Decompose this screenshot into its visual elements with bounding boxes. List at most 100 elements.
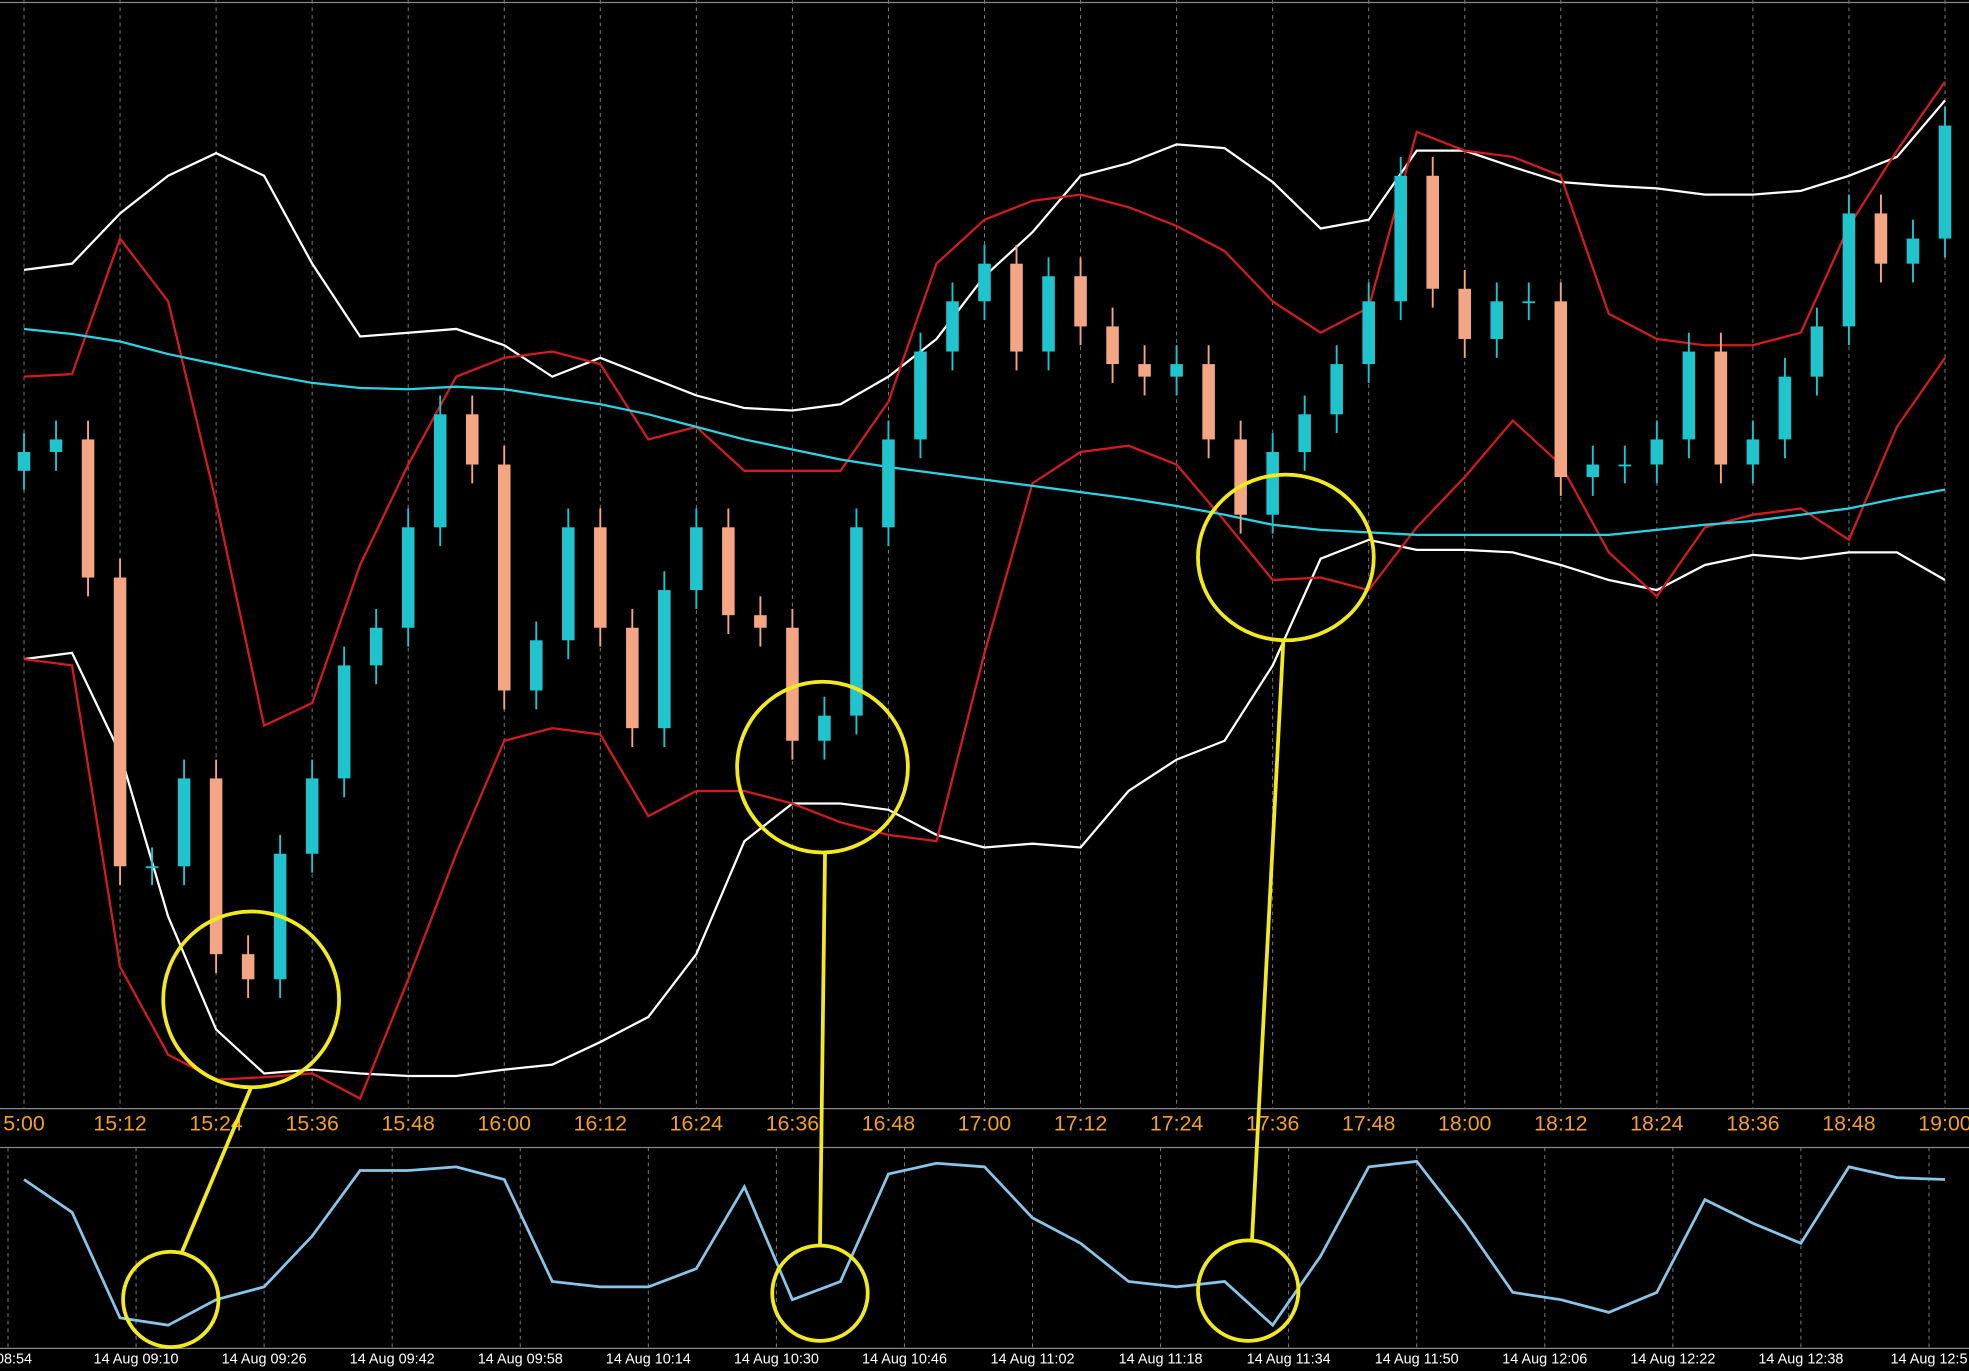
candle-body (433, 414, 447, 528)
indicator-line (23, 327, 1946, 536)
labels: 5:00 15:12 15:24 15:36 15:48 16:00 16:12 16:24 1… (0, 1112, 1969, 1368)
candle-body (1010, 263, 1023, 352)
candle-body (658, 590, 671, 729)
x-tick-label: 15:12 (93, 1112, 146, 1136)
x-tick-label: 18:24 (1630, 1112, 1684, 1136)
annotations (121, 472, 1376, 1350)
x-tick-label: 14 Aug 12:38 (1758, 1352, 1843, 1368)
candle-body (1490, 301, 1504, 339)
candle-body (594, 527, 607, 628)
candle-body (1586, 464, 1600, 478)
x-tick-label: 14 Aug 11:02 (991, 1352, 1075, 1368)
candle-body (946, 301, 959, 352)
x-tick-label: 17:48 (1342, 1112, 1395, 1136)
candle-body (1170, 364, 1183, 377)
x-tick-label: 17:00 (958, 1112, 1012, 1136)
candle-body (209, 778, 223, 955)
x-tick-label: 14 Aug 11:18 (1119, 1352, 1203, 1368)
indicator-line (23, 538, 1946, 1078)
x-tick-label: 5:00 (3, 1112, 45, 1136)
x-tick-label: 19:00 (1918, 1112, 1969, 1136)
candle-body (1938, 125, 1952, 239)
x-tick-label: 18:48 (1822, 1112, 1875, 1136)
candle-body (1138, 364, 1151, 377)
x-tick-label: 18:12 (1534, 1112, 1587, 1136)
candle-body (1682, 351, 1696, 440)
connector (818, 852, 827, 1246)
candle-body (1042, 276, 1055, 352)
candle-body (145, 866, 159, 869)
candle-body (305, 778, 319, 854)
candle-body (1298, 414, 1311, 452)
candle-body (1266, 451, 1279, 515)
candle-body (177, 778, 191, 867)
highlight-circle (1196, 1238, 1301, 1343)
x-tick-label: 14 Aug 12:5 (1890, 1352, 1967, 1368)
candle-body (17, 451, 31, 471)
candle-body (1106, 326, 1119, 365)
candle-body (1906, 238, 1920, 264)
x-tick-label: 17:12 (1054, 1112, 1107, 1136)
connector (1250, 640, 1286, 1241)
x-tick-label: 15:24 (189, 1112, 243, 1136)
x-tick-label: 17:24 (1150, 1112, 1204, 1136)
candle-body (1778, 376, 1792, 440)
x-tick-label: 14 Aug 11:50 (1375, 1352, 1459, 1368)
x-tick-label: g 08:54 (0, 1352, 32, 1368)
indicator-line (23, 1159, 1946, 1328)
candle-body (914, 351, 927, 440)
candle-body (369, 627, 383, 666)
candles (17, 106, 1952, 999)
x-tick-label: 18:00 (1438, 1112, 1492, 1136)
candle-body (1522, 301, 1536, 304)
candle-body (562, 527, 575, 641)
candle-body (722, 527, 735, 616)
candle-body (1842, 213, 1856, 327)
candle-body (1554, 301, 1568, 478)
candle-body (1394, 175, 1407, 302)
x-tick-label: 14 Aug 11:34 (1247, 1352, 1331, 1368)
candle-body (1458, 288, 1472, 339)
candle-body (401, 527, 415, 628)
indicator-line (23, 80, 1946, 728)
candle-body (337, 665, 351, 779)
candle-body (1746, 439, 1760, 465)
x-tick-label: 14 Aug 12:22 (1630, 1352, 1715, 1368)
candle-body (1426, 175, 1440, 289)
x-tick-label: 14 Aug 10:46 (862, 1352, 947, 1368)
x-tick-label: 14 Aug 09:26 (222, 1352, 307, 1368)
x-tick-label: 18:36 (1726, 1112, 1779, 1136)
x-tick-label: 15:36 (285, 1112, 338, 1136)
candle-body (241, 954, 255, 980)
indicators (23, 80, 1946, 1101)
candle-body (1714, 351, 1728, 465)
x-tick-label: 16:24 (670, 1112, 724, 1136)
candle-body (1874, 213, 1888, 264)
candle-body (1650, 439, 1664, 465)
candle-body (1810, 326, 1824, 377)
candle-body (81, 439, 95, 578)
candle-body (49, 439, 63, 452)
x-tick-label: 14 Aug 12:06 (1502, 1352, 1587, 1368)
candle-body (497, 464, 511, 691)
candle-body (1234, 439, 1247, 515)
x-tick-label: 16:12 (574, 1112, 627, 1136)
candle-body (754, 615, 767, 628)
indicator-line (23, 357, 1946, 1101)
x-tick-label: 14 Aug 09:10 (94, 1352, 179, 1368)
candle-body (113, 577, 127, 867)
x-tick-label: 14 Aug 09:42 (350, 1352, 435, 1368)
x-tick-label: 15:48 (382, 1112, 435, 1136)
candle-body (850, 527, 863, 716)
highlight-circle (121, 1249, 221, 1350)
candle-body (465, 414, 479, 465)
candle-body (882, 439, 895, 528)
candle-body (978, 263, 991, 302)
highlight-circle (1196, 472, 1376, 643)
x-tick-label: 14 Aug 10:30 (734, 1352, 819, 1368)
x-tick-label: 16:48 (862, 1112, 915, 1136)
oscillator (23, 1159, 1946, 1328)
x-tick-label: 17:36 (1246, 1112, 1299, 1136)
highlight-circle (735, 679, 910, 855)
